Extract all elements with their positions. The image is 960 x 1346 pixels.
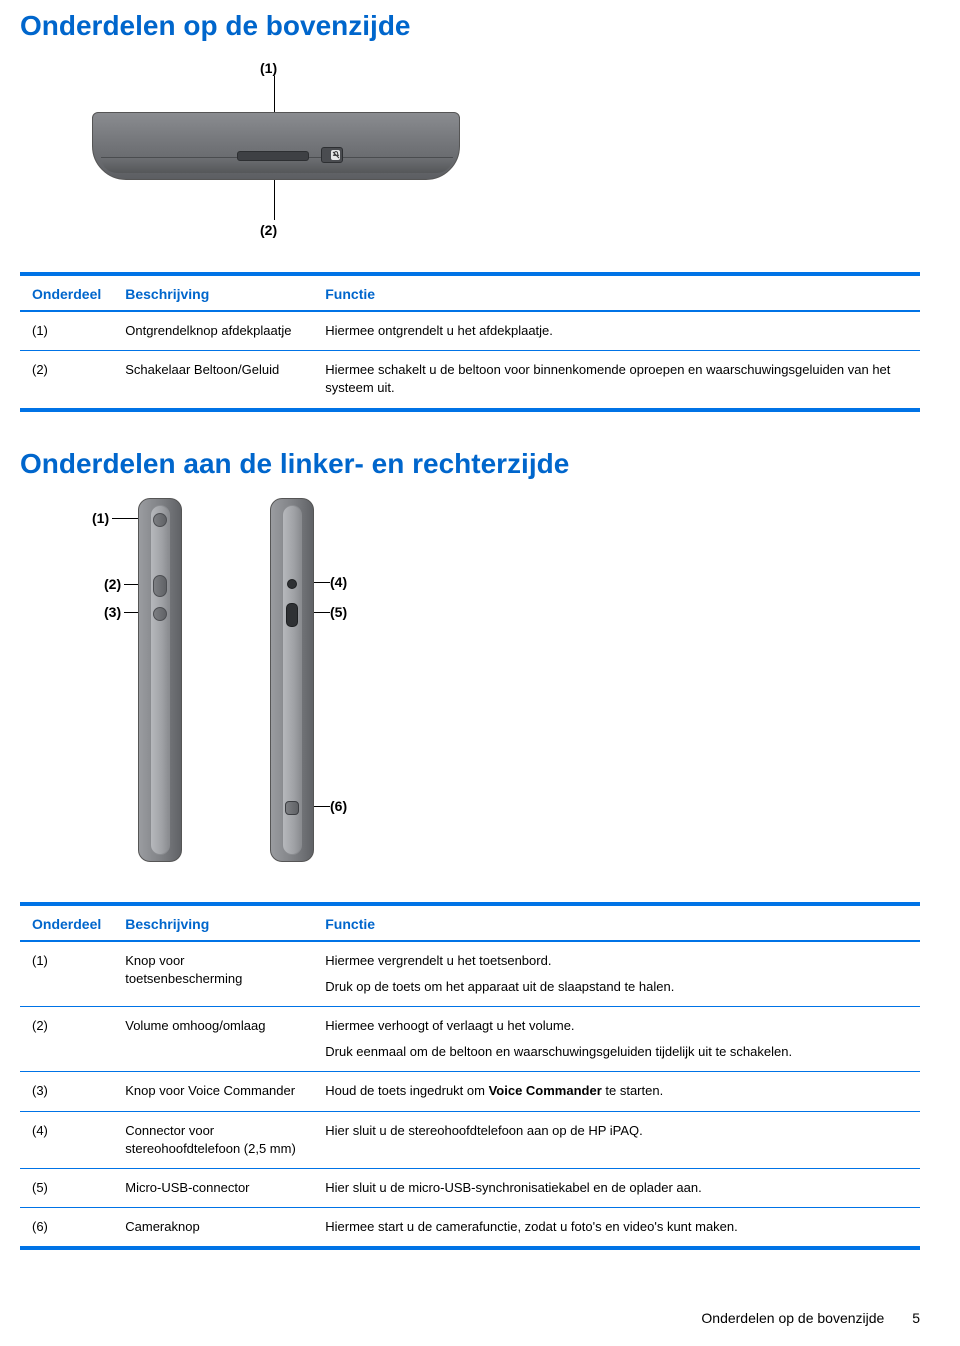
table-header-row: Onderdeel Beschrijving Functie xyxy=(20,904,920,941)
col-desc: Beschrijving xyxy=(113,274,313,311)
top-parts-table: Onderdeel Beschrijving Functie (1) Ontgr… xyxy=(20,272,920,412)
callout-line xyxy=(274,76,275,112)
cell-func: Hier sluit u de stereohoofdtelefoon aan … xyxy=(313,1111,920,1168)
device-right-side xyxy=(270,498,314,862)
cell-n: (1) xyxy=(20,311,113,351)
device-top-body xyxy=(92,112,460,180)
cell-desc: Schakelaar Beltoon/Geluid xyxy=(113,351,313,410)
lead-line xyxy=(314,612,330,613)
callout-6: (6) xyxy=(330,798,347,814)
table-row: (1) Knop voor toetsenbescherming Hiermee… xyxy=(20,941,920,1007)
col-part: Onderdeel xyxy=(20,904,113,941)
cell-n: (2) xyxy=(20,351,113,410)
cell-desc: Connector voor stereohoofdtelefoon (2,5 … xyxy=(113,1111,313,1168)
cell-n: (1) xyxy=(20,941,113,1007)
camera-button xyxy=(285,801,299,815)
col-desc: Beschrijving xyxy=(113,904,313,941)
cell-func: Hiermee ontgrendelt u het afdekplaatje. xyxy=(313,311,920,351)
table-row: (1) Ontgrendelknop afdekplaatje Hiermee … xyxy=(20,311,920,351)
lead-line xyxy=(314,806,330,807)
col-func: Functie xyxy=(313,274,920,311)
col-func: Functie xyxy=(313,904,920,941)
cell-func: Hiermee start u de camerafunctie, zodat … xyxy=(313,1208,920,1249)
section1-title: Onderdelen op de bovenzijde xyxy=(20,10,920,42)
cell-desc: Cameraknop xyxy=(113,1208,313,1249)
func-pre: Houd de toets ingedrukt om xyxy=(325,1083,488,1098)
side-parts-table: Onderdeel Beschrijving Functie (1) Knop … xyxy=(20,902,920,1251)
top-view-diagram: (1) (2) xyxy=(92,60,462,248)
callout-1: (1) xyxy=(92,510,109,526)
table-row: (2) Volume omhoog/omlaag Hiermee verhoog… xyxy=(20,1006,920,1071)
page-footer: Onderdelen op de bovenzijde 5 xyxy=(701,1310,920,1326)
cell-n: (5) xyxy=(20,1168,113,1207)
cell-desc: Micro-USB-connector xyxy=(113,1168,313,1207)
callout-line xyxy=(274,180,275,220)
col-part: Onderdeel xyxy=(20,274,113,311)
cell-func: Hiermee vergrendelt u het toetsenbord. D… xyxy=(313,941,920,1007)
callout-3: (3) xyxy=(104,604,121,620)
cell-n: (4) xyxy=(20,1111,113,1168)
section2-title: Onderdelen aan de linker- en rechterzijd… xyxy=(20,448,920,480)
device-left-side xyxy=(138,498,182,862)
bell-off-icon xyxy=(332,150,340,160)
cell-func: Houd de toets ingedrukt om Voice Command… xyxy=(313,1072,920,1111)
side-strip xyxy=(150,505,170,855)
callout-4: (4) xyxy=(330,574,347,590)
headphone-jack xyxy=(287,579,297,589)
cell-n: (2) xyxy=(20,1006,113,1071)
cell-n: (3) xyxy=(20,1072,113,1111)
cell-desc: Ontgrendelknop afdekplaatje xyxy=(113,311,313,351)
lead-line xyxy=(314,582,330,583)
callout-2: (2) xyxy=(260,222,277,238)
callout-5: (5) xyxy=(330,604,347,620)
volume-rocker xyxy=(153,575,167,597)
micro-usb-port xyxy=(286,603,298,627)
func-line2: Druk eenmaal om de beltoon en waarschuwi… xyxy=(325,1043,908,1061)
callout-2: (2) xyxy=(104,576,121,592)
table-row: (3) Knop voor Voice Commander Houd de to… xyxy=(20,1072,920,1111)
cell-n: (6) xyxy=(20,1208,113,1249)
cell-desc: Knop voor toetsenbescherming xyxy=(113,941,313,1007)
func-line1: Hiermee verhoogt of verlaagt u het volum… xyxy=(325,1018,574,1033)
page-number: 5 xyxy=(912,1310,920,1326)
voice-cmd-button xyxy=(153,607,167,621)
func-post: te starten. xyxy=(602,1083,663,1098)
table-header-row: Onderdeel Beschrijving Functie xyxy=(20,274,920,311)
cell-desc: Volume omhoog/omlaag xyxy=(113,1006,313,1071)
table-row: (2) Schakelaar Beltoon/Geluid Hiermee sc… xyxy=(20,351,920,410)
footer-text: Onderdelen op de bovenzijde xyxy=(701,1310,884,1326)
ringer-switch xyxy=(321,147,343,163)
cell-func: Hiermee schakelt u de beltoon voor binne… xyxy=(313,351,920,410)
side-view-diagram: (1) (2) (3) (4) (5) (6) xyxy=(92,498,412,878)
cell-func: Hiermee verhoogt of verlaagt u het volum… xyxy=(313,1006,920,1071)
callout-1: (1) xyxy=(260,60,277,76)
table-row: (6) Cameraknop Hiermee start u de camera… xyxy=(20,1208,920,1249)
func-line1: Hiermee vergrendelt u het toetsenbord. xyxy=(325,953,551,968)
func-bold: Voice Commander xyxy=(489,1083,602,1098)
table-row: (4) Connector voor stereohoofdtelefoon (… xyxy=(20,1111,920,1168)
cell-desc: Knop voor Voice Commander xyxy=(113,1072,313,1111)
cell-func: Hier sluit u de micro-USB-synchronisatie… xyxy=(313,1168,920,1207)
lead-line xyxy=(124,612,138,613)
release-slot xyxy=(237,151,309,161)
lead-line xyxy=(112,518,138,519)
func-line2: Druk op de toets om het apparaat uit de … xyxy=(325,978,908,996)
lead-line xyxy=(124,584,138,585)
keyguard-button xyxy=(153,513,167,527)
table-row: (5) Micro-USB-connector Hier sluit u de … xyxy=(20,1168,920,1207)
